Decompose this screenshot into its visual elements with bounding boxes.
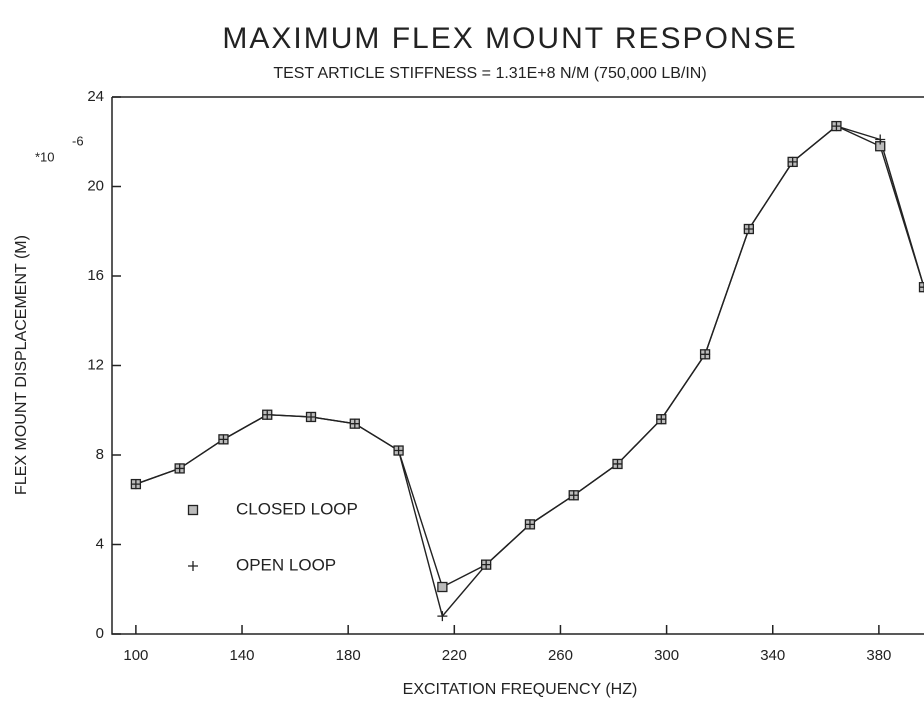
plus-marker — [831, 121, 842, 132]
plus-marker — [481, 559, 492, 570]
plus-marker — [262, 409, 273, 420]
plus-marker — [919, 282, 924, 293]
plus-marker — [524, 519, 535, 530]
plus-marker — [349, 418, 360, 429]
x-tick-label: 100 — [123, 647, 148, 664]
plus-marker — [787, 156, 798, 167]
plus-marker — [393, 445, 404, 456]
plus-marker — [700, 349, 711, 360]
legend-label: OPEN LOOP — [236, 555, 336, 574]
x-tick-label: 220 — [442, 647, 467, 664]
plus-marker — [656, 414, 667, 425]
plus-marker — [875, 134, 886, 145]
x-tick-label: 380 — [866, 647, 891, 664]
x-tick-label: 340 — [760, 647, 785, 664]
legend-marker — [188, 561, 198, 571]
y-scale-base: *10 — [35, 149, 55, 164]
chart-title: MAXIMUM FLEX MOUNT RESPONSE — [222, 22, 797, 55]
legend-marker — [187, 504, 199, 516]
y-tick-label: 0 — [96, 625, 104, 642]
x-tick-label: 260 — [548, 647, 573, 664]
y-tick-label: 16 — [87, 267, 104, 284]
plus-marker — [612, 458, 623, 469]
plus-marker — [743, 224, 754, 235]
square-marker — [437, 581, 448, 593]
x-tick-label: 140 — [230, 647, 255, 664]
plus-marker — [174, 463, 185, 474]
y-axis-label: FLEX MOUNT DISPLACEMENT (M) — [13, 235, 30, 495]
plus-marker — [437, 611, 448, 622]
chart-subtitle: TEST ARTICLE STIFFNESS = 1.31E+8 N/M (75… — [273, 65, 706, 82]
plus-marker — [218, 434, 229, 445]
x-tick-label: 300 — [654, 647, 679, 664]
y-tick-label: 20 — [87, 177, 104, 194]
series-line — [135, 125, 924, 618]
legend-label: CLOSED LOOP — [236, 499, 358, 518]
plus-marker — [306, 411, 317, 422]
y-scale-exponent: -6 — [72, 133, 84, 148]
x-tick-label: 180 — [336, 647, 361, 664]
plus-marker — [130, 479, 141, 490]
x-axis-label: EXCITATION FREQUENCY (HZ) — [403, 681, 638, 698]
y-tick-label: 8 — [96, 446, 104, 463]
y-tick-label: 24 — [87, 88, 104, 105]
axis-frame — [111, 96, 924, 635]
y-tick-label: 4 — [96, 535, 104, 552]
plus-marker — [568, 490, 579, 501]
y-tick-label: 12 — [87, 356, 104, 373]
